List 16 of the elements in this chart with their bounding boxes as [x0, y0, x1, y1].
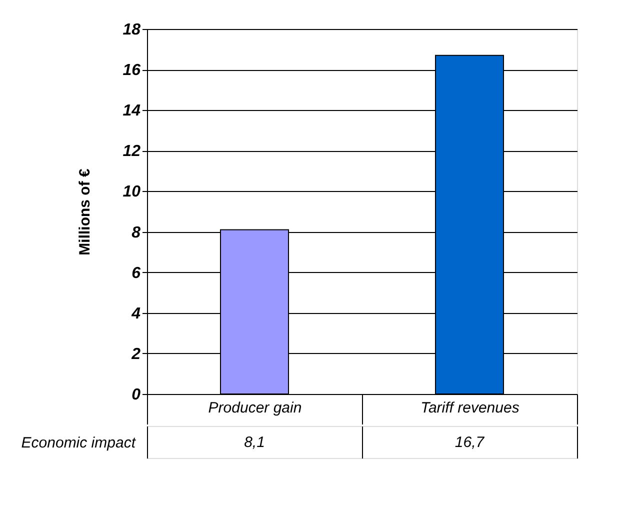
y-tick-label: 10: [122, 184, 141, 201]
y-tick-label: 8: [132, 224, 141, 242]
data-label: 16,7: [454, 434, 485, 451]
y-tick-label: 16: [122, 62, 141, 80]
y-tick-label: 18: [122, 22, 141, 38]
data-label: 8,1: [244, 434, 265, 451]
legend-label: Economic impact: [21, 434, 136, 452]
y-tick-label: 12: [122, 143, 141, 160]
x-tick-label: Producer gain: [208, 400, 302, 416]
y-tick-label: 2: [130, 346, 141, 363]
y-tick-label: 4: [130, 305, 141, 322]
y-tick-label: 14: [122, 102, 141, 120]
x-tick-label: Tariff revenues: [420, 400, 520, 416]
y-tick-label: 0: [132, 386, 141, 404]
y-tick-label: 6: [132, 264, 141, 282]
y-axis-title: Millions of €: [76, 168, 94, 256]
